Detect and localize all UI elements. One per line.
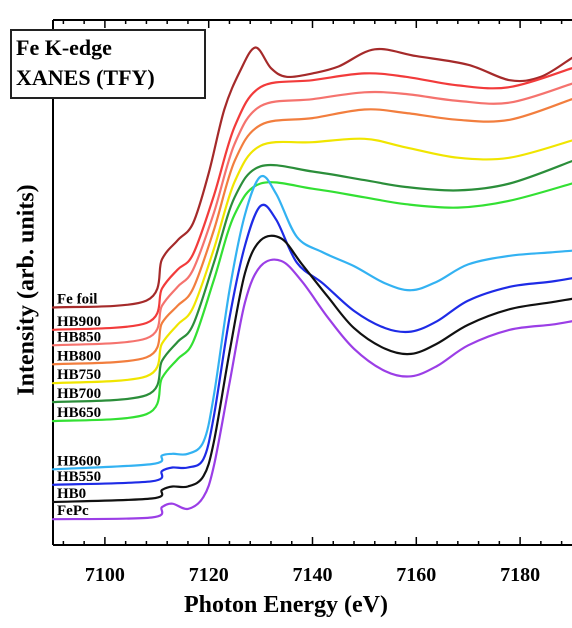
chart-title-line-2: XANES (TFY) — [16, 65, 155, 90]
x-tick-label: 7180 — [500, 564, 540, 586]
series-label-hb850: HB850 — [57, 329, 101, 345]
series-line-hb600 — [51, 174, 572, 471]
series-line-fepc — [51, 258, 572, 521]
x-tick-label: 7120 — [189, 564, 229, 586]
series-line-hb700 — [51, 160, 572, 404]
chart-title-box: Fe K-edge XANES (TFY) — [10, 29, 206, 99]
series-line-hb550 — [51, 203, 572, 486]
series-label-fepc: FePc — [57, 503, 89, 519]
series-line-hb850 — [51, 82, 572, 347]
series-line-hb750 — [51, 137, 572, 385]
series-line-hb650 — [51, 181, 572, 423]
series-lines — [51, 46, 572, 521]
series-line-hb900 — [51, 67, 572, 331]
series-label-hb550: HB550 — [57, 469, 101, 485]
series-label-hb600: HB600 — [57, 453, 101, 469]
series-label-hb900: HB900 — [57, 314, 101, 330]
axes: 7100 7120 7140 7160 7180 — [52, 19, 572, 586]
series-label-hb700: HB700 — [57, 386, 101, 402]
series-line-fe-foil — [51, 46, 572, 309]
series-label-hb800: HB800 — [57, 348, 101, 364]
series-label-fe-foil: Fe foil — [57, 291, 97, 307]
x-tick-label: 7140 — [293, 564, 333, 586]
series-line-hb800 — [51, 98, 572, 366]
chart-title-line-1: Fe K-edge — [16, 35, 112, 60]
series-line-hb0 — [51, 234, 572, 504]
y-axis-label: Intensity (arb. units) — [13, 184, 40, 396]
x-tick-label: 7160 — [396, 564, 436, 586]
x-tick-label: 7100 — [85, 564, 125, 586]
x-axis-label: Photon Energy (eV) — [184, 592, 388, 618]
series-label-hb0: HB0 — [57, 486, 86, 502]
series-label-hb650: HB650 — [57, 405, 101, 421]
series-label-hb750: HB750 — [57, 367, 101, 383]
